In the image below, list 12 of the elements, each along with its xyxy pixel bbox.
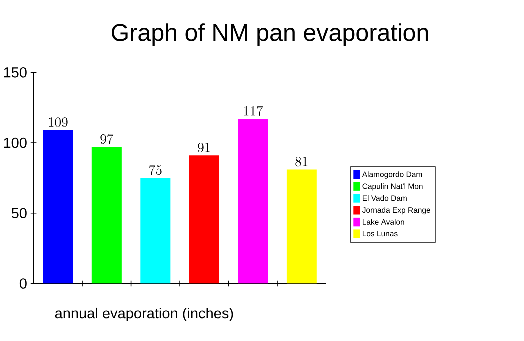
y-tick-label: 100	[4, 138, 27, 148]
data-label: 75	[150, 165, 162, 176]
chart-title: Graph of NM pan evaporation	[112, 24, 428, 46]
data-label: 91	[198, 143, 210, 153]
x-axis-title: annual evaporation (inches)	[55, 308, 234, 322]
data-label: 109	[49, 118, 68, 128]
data-label: 81	[296, 157, 308, 167]
y-tick-label: 150	[4, 68, 27, 78]
y-tick-label: 50	[12, 208, 27, 219]
data-label: 117	[244, 106, 264, 116]
y-tick-label: 0	[20, 278, 27, 289]
data-label: 97	[100, 134, 114, 144]
